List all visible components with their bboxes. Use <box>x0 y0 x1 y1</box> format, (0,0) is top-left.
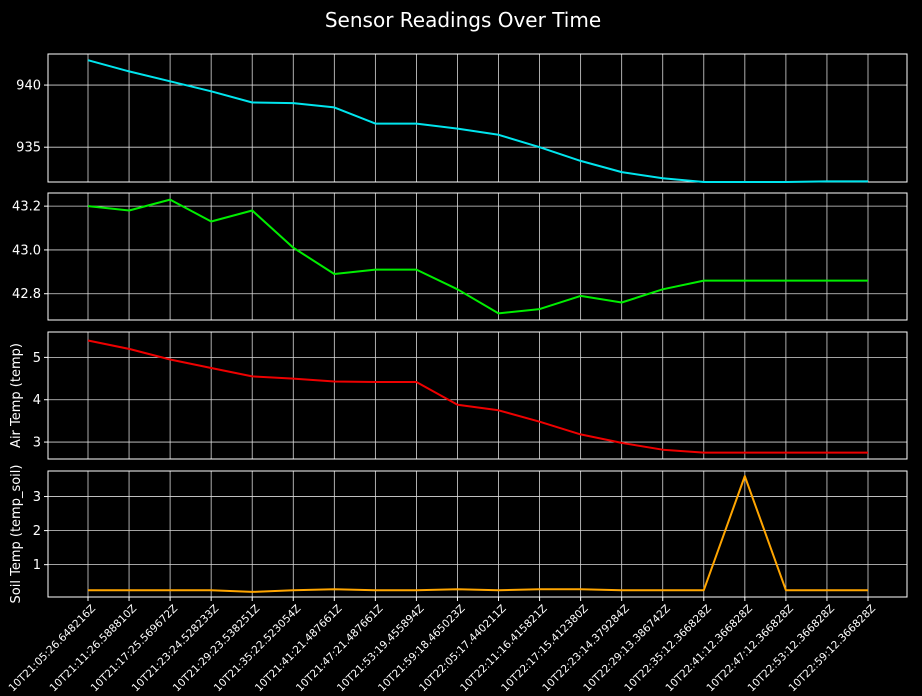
y-tick-label: 940 <box>16 79 41 94</box>
panels: 935 940 42.8 43.0 43.2 3 4 5 Air Temp (temp) 1 2 3S… <box>9 53 908 604</box>
y-tick-label: 43.2 <box>12 200 41 215</box>
y-tick-label: 42.8 <box>12 287 41 302</box>
panel-frame <box>47 53 908 183</box>
panel-frame <box>47 331 908 460</box>
chart-title: Sensor Readings Over Time <box>325 8 601 32</box>
series-line <box>87 339 868 454</box>
y-tick-label: 3 <box>33 490 41 505</box>
x-tick-label: 10T22:59:12.366828Z <box>787 603 879 695</box>
panel-frame <box>47 470 908 598</box>
series-line <box>87 59 868 183</box>
y-tick-label: 5 <box>33 351 41 366</box>
series-line <box>87 198 868 315</box>
panel-1: 935 940 <box>16 53 908 183</box>
y-tick-label: 2 <box>33 524 41 539</box>
y-axis-label: Air Temp (temp) <box>9 343 24 448</box>
y-tick-label: 3 <box>33 436 41 451</box>
x-tick-labels: 10T21:05:26.648216Z10T21:11:26.588810Z10… <box>7 597 879 695</box>
y-tick-label: 43.0 <box>12 243 41 258</box>
y-tick-label: 935 <box>16 141 41 156</box>
panel-4: 1 2 3 Soil Temp (temp_soil) <box>9 465 908 604</box>
y-tick-label: 1 <box>33 558 41 573</box>
panel-3: 3 4 5 Air Temp (temp) <box>9 331 908 460</box>
series-line <box>88 475 868 593</box>
panel-frame <box>47 192 908 321</box>
y-tick-label: 4 <box>33 393 41 408</box>
panel-2: 42.8 43.0 43.2 <box>12 192 908 321</box>
y-axis-label: Soil Temp (temp_soil) <box>9 465 24 604</box>
